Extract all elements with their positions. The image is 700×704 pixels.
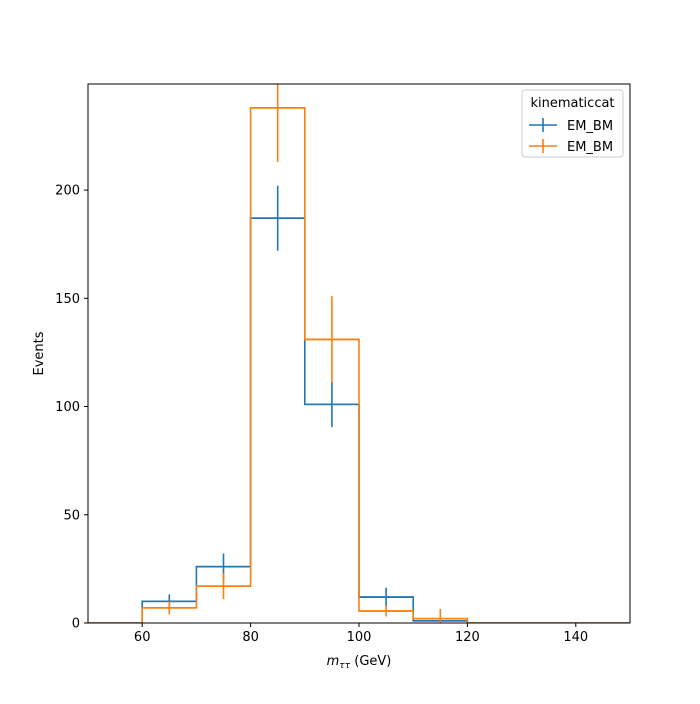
x-tick-label: 80: [242, 630, 259, 645]
series-2: [88, 84, 630, 623]
legend-box: [521, 89, 624, 158]
legend-label: EM_BM: [567, 140, 613, 155]
y-tick-label: 100: [55, 400, 80, 415]
x-axis-ticks: 60 80 100 120 140: [134, 623, 588, 645]
y-tick-label: 200: [55, 184, 80, 199]
y-axis-ticks: 0 50 100 150 200: [55, 184, 88, 632]
y-tick-label: 150: [55, 292, 80, 307]
x-axis-label-unit: (GeV): [350, 654, 391, 669]
x-tick-label: 100: [347, 630, 372, 645]
y-tick-label: 0: [72, 617, 80, 632]
x-axis-label-sub: ττ: [339, 661, 350, 671]
legend-label: EM_BM: [567, 119, 613, 134]
x-tick-label: 140: [563, 630, 588, 645]
x-axis-label-main: m: [327, 654, 340, 669]
legend: kinematiccat EM_BM EM_BM: [521, 89, 624, 158]
legend-entry: EM_BM: [529, 118, 613, 134]
plot-frame: [87, 83, 631, 624]
x-tick-label: 120: [455, 630, 480, 645]
legend-entry: EM_BM: [529, 139, 613, 155]
legend-entries: EM_BM EM_BM: [529, 118, 613, 155]
y-tick-label: 50: [63, 508, 80, 523]
x-axis-label: mττ (GeV): [327, 654, 392, 671]
x-tick-label: 60: [134, 630, 151, 645]
y-axis-label: Events: [32, 331, 47, 375]
series-layer: [88, 84, 630, 623]
legend-title: kinematiccat: [530, 96, 614, 111]
